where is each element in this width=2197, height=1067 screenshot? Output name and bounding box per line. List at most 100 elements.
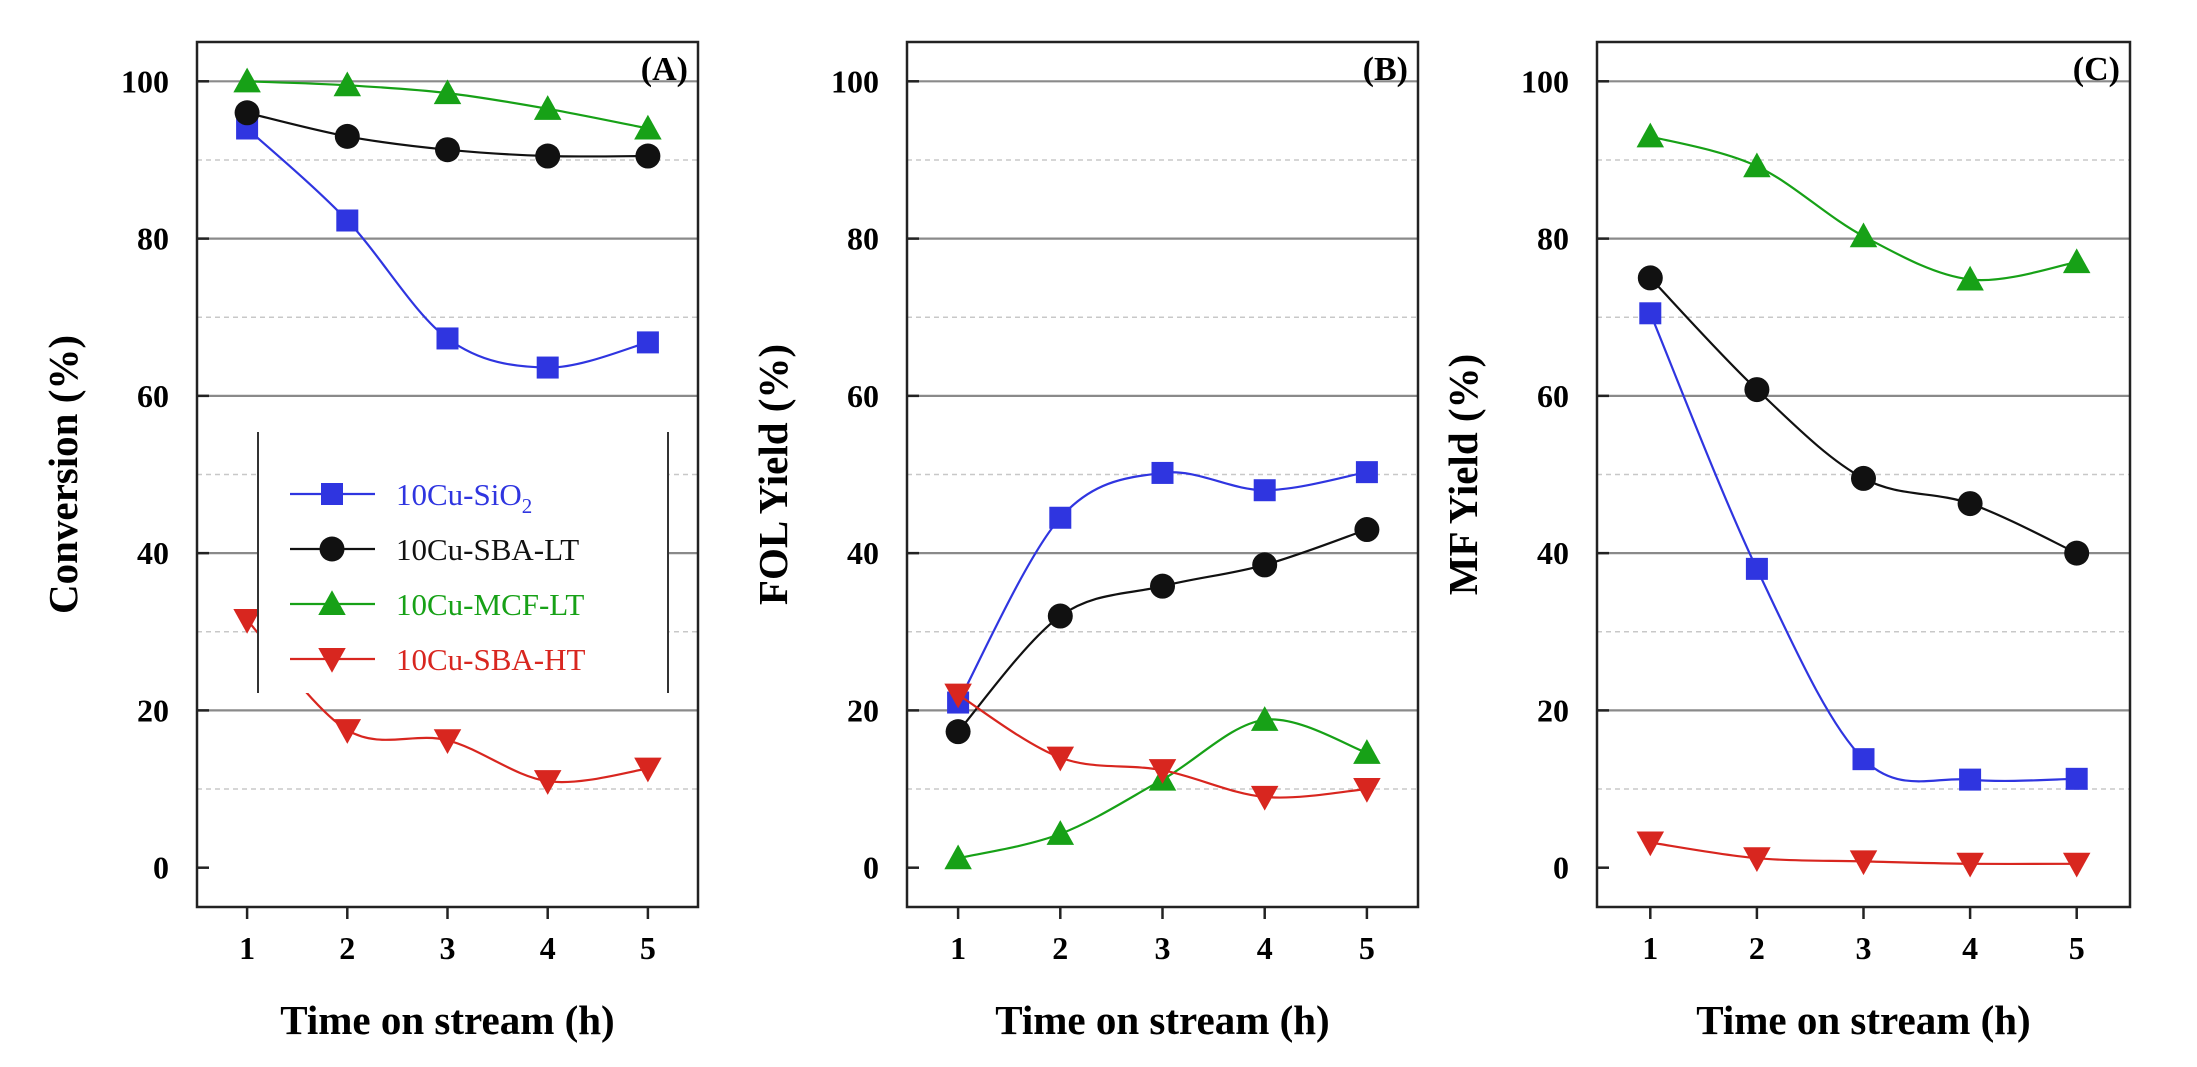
y-tick-label: 80 <box>137 221 169 257</box>
data-point <box>944 683 972 709</box>
data-point <box>533 95 562 120</box>
data-point <box>1637 265 1663 291</box>
data-point <box>1959 768 1982 791</box>
x-tick-label: 5 <box>1359 930 1375 966</box>
x-tick-label: 2 <box>339 930 355 966</box>
y-tick-label: 60 <box>137 378 169 414</box>
data-point <box>1852 748 1875 771</box>
data-point <box>1744 377 1770 403</box>
data-point <box>233 608 261 634</box>
panel-label: (B) <box>1363 51 1408 88</box>
x-tick-label: 5 <box>2069 930 2085 966</box>
legend-marker <box>318 590 346 615</box>
data-point <box>1636 831 1665 857</box>
data-point <box>535 143 561 169</box>
legend-marker <box>318 648 346 673</box>
data-point <box>336 209 359 232</box>
data-point <box>1849 850 1878 876</box>
y-tick-label: 0 <box>863 850 879 886</box>
x-tick-label: 1 <box>950 930 966 966</box>
x-tick-label: 3 <box>440 930 456 966</box>
data-point <box>1353 739 1381 764</box>
data-point <box>234 100 260 126</box>
data-point <box>1639 302 1662 325</box>
x-tick-label: 3 <box>1856 930 1872 966</box>
series-line <box>1649 312 2077 783</box>
y-tick-label: 20 <box>847 692 879 728</box>
data-point <box>1849 222 1878 248</box>
panel-label: (C) <box>2073 51 2120 88</box>
data-point <box>436 327 459 350</box>
legend-label: 10Cu-SBA-HT <box>396 642 586 677</box>
series-line <box>1649 277 2078 555</box>
plot-frame <box>195 40 700 909</box>
y-axis-title: FOL Yield (%) <box>750 344 796 605</box>
y-tick-label: 80 <box>847 221 879 257</box>
data-point <box>636 331 659 354</box>
panel-label: (A) <box>641 51 688 88</box>
data-point <box>334 123 360 149</box>
data-point <box>433 729 462 755</box>
data-point <box>2062 852 2091 878</box>
data-point <box>1956 852 1984 878</box>
data-point <box>1743 847 1771 872</box>
data-point <box>1250 785 1279 811</box>
data-point <box>1252 552 1278 578</box>
series-line <box>1650 135 2077 282</box>
x-tick-label: 4 <box>1962 930 1978 966</box>
panel-c: 0 20 40 60 80 100 1 2 3 4 5 Time on stream (h) MF Yi… <box>1440 40 2132 1043</box>
data-point <box>1355 461 1378 484</box>
legend-label: 10Cu-SiO2 <box>396 477 532 518</box>
x-axis-title: Time on stream (h) <box>995 997 1329 1043</box>
plot-frame <box>1595 40 2132 909</box>
data-point <box>1636 122 1665 148</box>
data-point <box>1851 465 1876 491</box>
y-tick-label: 40 <box>847 535 879 571</box>
data-point <box>1250 706 1279 731</box>
data-point <box>435 137 460 163</box>
plot-frame <box>905 40 1420 909</box>
x-tick-label: 4 <box>1257 930 1273 966</box>
data-point <box>634 114 662 140</box>
y-tick-label: 0 <box>1553 850 1569 886</box>
legend: 10Cu-SiO2 10Cu-SBA-LT 10Cu-MCF-LT 10Cu-SBA-… <box>257 432 669 693</box>
data-point <box>1151 461 1174 484</box>
series-line <box>957 528 1368 733</box>
y-tick-label: 40 <box>137 535 169 571</box>
data-point <box>1148 759 1177 784</box>
y-tick-label: 20 <box>137 692 169 728</box>
legend-marker <box>319 536 345 562</box>
y-tick-label: 20 <box>1537 692 1569 728</box>
data-point <box>2062 248 2091 274</box>
y-axis-title: Conversion (%) <box>40 335 86 614</box>
data-point <box>1047 603 1073 629</box>
data-point <box>233 67 261 93</box>
data-point <box>1353 778 1381 803</box>
y-tick-label: 60 <box>847 378 879 414</box>
data-point <box>1743 152 1771 178</box>
x-tick-label: 1 <box>239 930 255 966</box>
data-point <box>945 719 971 745</box>
panel-a: 0 20 40 60 80 100 1 2 3 4 5 Time on stream (h) Conve… <box>40 40 700 1043</box>
data-point <box>2064 540 2090 566</box>
x-axis-title: Time on stream (h) <box>1696 997 2030 1043</box>
y-axis-title: MF Yield (%) <box>1440 354 1486 595</box>
data-point <box>1745 557 1768 580</box>
data-point <box>2065 767 2088 790</box>
legend-marker <box>321 483 343 505</box>
data-point <box>333 71 362 97</box>
data-point <box>533 770 562 795</box>
legend-label: 10Cu-SBA-LT <box>396 532 579 567</box>
y-tick-label: 80 <box>1537 221 1569 257</box>
x-tick-label: 2 <box>1052 930 1068 966</box>
y-tick-label: 100 <box>1521 63 1569 99</box>
data-point <box>1046 746 1075 772</box>
data-point <box>634 757 662 783</box>
x-tick-label: 2 <box>1749 930 1765 966</box>
x-axis-title: Time on stream (h) <box>280 997 614 1043</box>
data-point <box>1956 265 1984 291</box>
y-tick-label: 100 <box>121 63 169 99</box>
x-tick-label: 3 <box>1155 930 1171 966</box>
data-point <box>1046 820 1075 845</box>
